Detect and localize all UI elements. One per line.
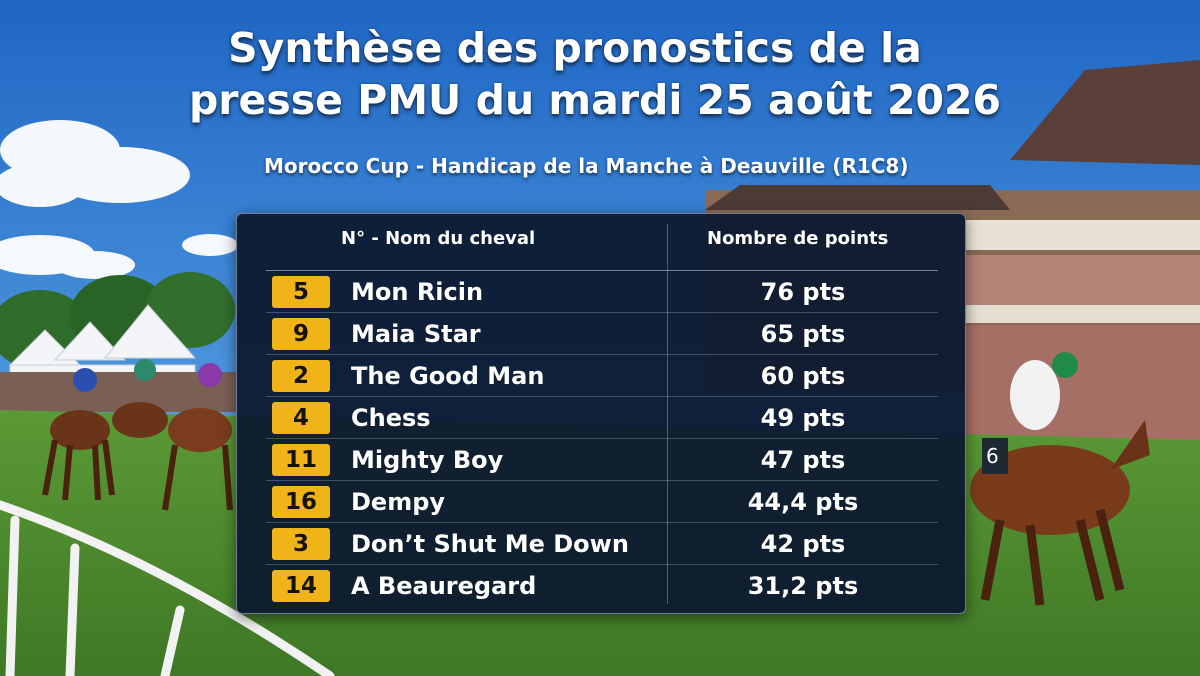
horse-right: 6: [970, 352, 1150, 606]
clouds: [0, 120, 238, 279]
horse-points: 49 pts: [760, 404, 846, 432]
horse-name: Mon Ricin: [351, 278, 484, 306]
table-row: 4 Chess 49 pts: [266, 397, 938, 439]
track-rail: [0, 500, 335, 676]
horse-name: Don’t Shut Me Down: [351, 530, 629, 558]
table-row: 9 Maia Star 65 pts: [266, 313, 938, 355]
horse-name: Chess: [351, 404, 431, 432]
title-line-2: presse PMU du mardi 25 août 2026: [188, 76, 1002, 124]
horse-number-badge: 2: [272, 360, 330, 392]
horse-number-badge: 14: [272, 570, 330, 602]
row-divider: [266, 396, 938, 397]
row-divider: [266, 480, 938, 481]
column-separator: [667, 224, 668, 604]
horses-left: [42, 359, 233, 511]
saddle-number: 6: [986, 444, 999, 468]
horse-number-badge: 3: [272, 528, 330, 560]
table-row: 3 Don’t Shut Me Down 42 pts: [266, 523, 938, 565]
pronostics-table: N° - Nom du cheval Nombre de points 5 Mo…: [236, 213, 966, 614]
column-header-points: Nombre de points: [707, 228, 889, 249]
table-row: 11 Mighty Boy 47 pts: [266, 439, 938, 481]
row-divider: [266, 354, 938, 355]
horse-name: Mighty Boy: [351, 446, 504, 474]
horse-number-badge: 16: [272, 486, 330, 518]
horse-points: 47 pts: [760, 446, 846, 474]
row-divider: [266, 438, 938, 439]
row-divider: [266, 312, 938, 313]
horse-points: 60 pts: [760, 362, 846, 390]
header-divider: [266, 270, 938, 271]
race-subtitle: Morocco Cup - Handicap de la Manche à De…: [264, 154, 909, 178]
row-divider: [266, 564, 938, 565]
horse-name: Maia Star: [351, 320, 481, 348]
table-row: 14 A Beauregard 31,2 pts: [266, 565, 938, 607]
horse-name: The Good Man: [351, 362, 545, 390]
horse-number-badge: 4: [272, 402, 330, 434]
title-line-1: Synthèse des pronostics de la: [228, 24, 922, 72]
horse-points: 65 pts: [760, 320, 846, 348]
horse-points: 76 pts: [760, 278, 846, 306]
row-divider: [266, 522, 938, 523]
horse-name: A Beauregard: [351, 572, 537, 600]
horse-points: 42 pts: [760, 530, 846, 558]
horse-points: 31,2 pts: [747, 572, 859, 600]
column-header-name: N° - Nom du cheval: [341, 228, 536, 249]
table-row: 16 Dempy 44,4 pts: [266, 481, 938, 523]
table-row: 2 The Good Man 60 pts: [266, 355, 938, 397]
table-row: 5 Mon Ricin 76 pts: [266, 271, 938, 313]
horse-name: Dempy: [351, 488, 446, 516]
horse-points: 44,4 pts: [747, 488, 859, 516]
page-title: Synthèse des pronostics de la presse PMU…: [0, 22, 1200, 126]
horse-number-badge: 9: [272, 318, 330, 350]
horse-number-badge: 5: [272, 276, 330, 308]
horse-number-badge: 11: [272, 444, 330, 476]
